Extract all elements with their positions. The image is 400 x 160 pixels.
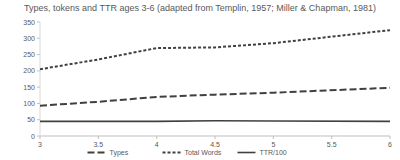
- x-tick-label: 6: [388, 141, 392, 148]
- y-tick-label: 300: [23, 35, 35, 42]
- y-axis: [40, 22, 41, 136]
- x-tick-label: 4: [155, 141, 159, 148]
- plot-area: [40, 30, 390, 121]
- x-tick-label: 4.5: [210, 141, 220, 148]
- y-tick-label: 250: [23, 51, 35, 58]
- series-line: [40, 88, 390, 106]
- legend-label: Total Words: [185, 149, 222, 156]
- series-line: [40, 30, 390, 69]
- x-tick-label: 5.5: [327, 141, 337, 148]
- legend-swatch: [238, 152, 256, 154]
- x-tick-label: 5: [271, 141, 275, 148]
- chart: Types, tokens and TTR ages 3-6 (adapted …: [0, 0, 400, 160]
- x-tick-label: 3: [38, 141, 42, 148]
- y-tick-label: 100: [23, 100, 35, 107]
- y-tick-label: 0: [31, 133, 35, 140]
- x-tick-label: 3.5: [93, 141, 103, 148]
- y-tick-label: 200: [23, 67, 35, 74]
- y-tick-label: 50: [27, 116, 35, 123]
- legend-swatch: [88, 152, 106, 154]
- x-axis: [40, 136, 390, 137]
- title: Types, tokens and TTR ages 3-6 (adapted …: [24, 3, 376, 13]
- series-line: [40, 120, 390, 122]
- legend-label: Types: [110, 149, 129, 157]
- legend-label: TTR/100: [260, 149, 287, 156]
- legend-swatch: [163, 152, 181, 154]
- y-tick-label: 350: [23, 19, 35, 26]
- y-tick-label: 150: [23, 84, 35, 91]
